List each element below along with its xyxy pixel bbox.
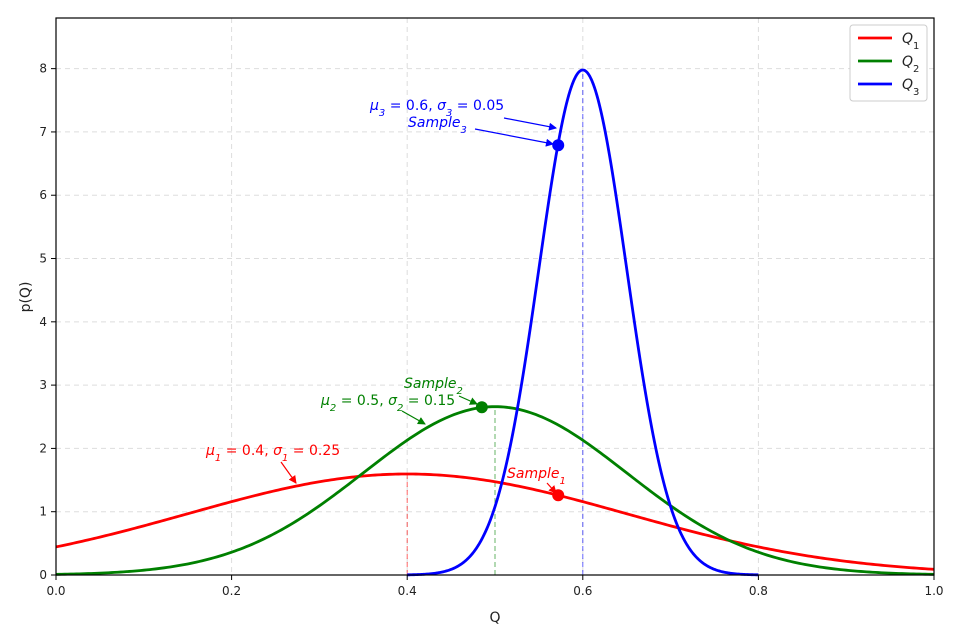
arrow-sample-2 (458, 395, 478, 405)
y-axis-label: p(Q) (18, 282, 34, 313)
mean-lines (406, 69, 584, 575)
curve-q1 (55, 472, 935, 571)
annotation-params-2: μ2 = 0.5, σ2 = 0.15 (320, 393, 455, 414)
x-axis-ticks: 0.0 0.2 0.4 0.6 0.8 1.0 (46, 575, 944, 598)
y-tick-label: 6 (39, 188, 47, 202)
plot-frame (55, 17, 935, 576)
x-tick-label: 1.0 (924, 584, 943, 598)
annotation-sample-1: Sample1 (507, 466, 566, 487)
y-tick-label: 5 (39, 252, 47, 266)
x-tick-label: 0.8 (749, 584, 768, 598)
x-tick-label: 0.2 (222, 584, 241, 598)
curve-q3 (406, 68, 759, 577)
arrow-sample-3 (474, 128, 554, 147)
arrow-params-3 (503, 117, 557, 131)
y-tick-label: 3 (39, 378, 47, 392)
legend-label-q3: Q3 (902, 77, 919, 98)
curves (55, 68, 935, 577)
sample-point-2 (475, 401, 488, 414)
arrow-params-1 (280, 461, 297, 484)
annotation-params-1: μ1 = 0.4, σ1 = 0.25 (205, 443, 340, 464)
annotation-sample-3: Sample3 (408, 115, 467, 136)
arrow-sample-1 (546, 482, 557, 494)
sample-point-3 (552, 139, 565, 152)
x-tick-label: 0.4 (398, 584, 417, 598)
y-axis-ticks: 0 1 2 3 4 5 6 7 8 (39, 62, 56, 582)
arrow-params-2 (401, 410, 426, 425)
x-tick-label: 0.0 (46, 584, 65, 598)
y-tick-label: 1 (39, 505, 47, 519)
legend-label-q2: Q2 (902, 54, 919, 75)
y-tick-label: 8 (39, 62, 47, 76)
y-tick-label: 7 (39, 125, 47, 139)
y-tick-label: 0 (39, 568, 47, 582)
annotation-params-3: μ3 = 0.6, σ3 = 0.05 (369, 98, 504, 119)
legend-label-q1: Q1 (902, 31, 919, 52)
x-axis-label: Q (489, 610, 500, 626)
curve-q2 (55, 405, 935, 576)
y-tick-label: 2 (39, 441, 47, 455)
x-tick-label: 0.6 (573, 584, 592, 598)
legend-box (849, 24, 928, 102)
y-tick-label: 4 (39, 315, 47, 329)
annotation-sample-2: Sample2 (404, 376, 463, 397)
